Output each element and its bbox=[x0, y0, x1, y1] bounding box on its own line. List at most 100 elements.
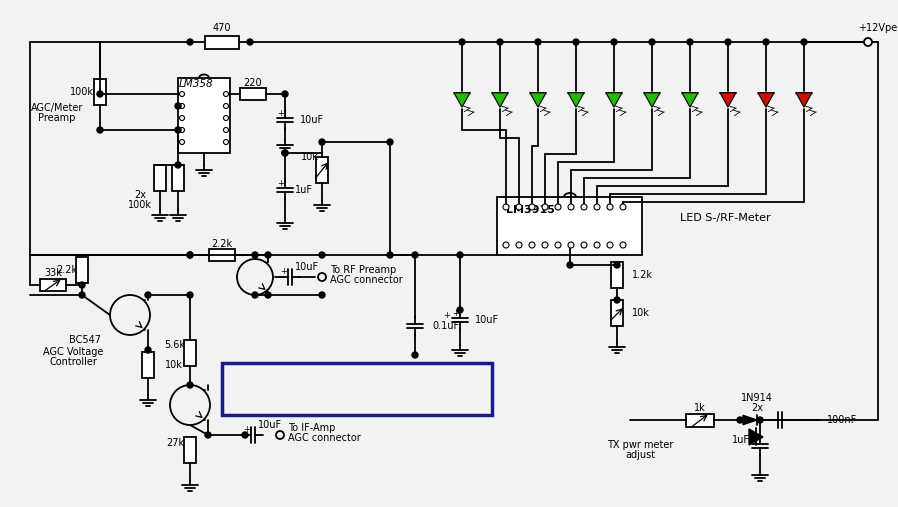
Circle shape bbox=[567, 262, 573, 268]
Circle shape bbox=[187, 252, 193, 258]
Circle shape bbox=[282, 150, 288, 156]
Bar bbox=[240, 88, 266, 100]
Circle shape bbox=[457, 252, 463, 258]
Text: 1k: 1k bbox=[694, 403, 706, 413]
Polygon shape bbox=[758, 93, 774, 107]
Bar bbox=[205, 36, 239, 49]
Text: 33k: 33k bbox=[44, 268, 62, 278]
Circle shape bbox=[763, 39, 769, 45]
Text: BC547: BC547 bbox=[69, 335, 101, 345]
Bar bbox=[316, 157, 328, 183]
Circle shape bbox=[864, 38, 872, 46]
Circle shape bbox=[319, 139, 325, 145]
Circle shape bbox=[555, 204, 561, 210]
Text: 10uF: 10uF bbox=[258, 420, 282, 430]
Circle shape bbox=[529, 242, 535, 248]
Text: +: + bbox=[753, 436, 760, 445]
Text: AGC Voltage: AGC Voltage bbox=[43, 347, 103, 357]
Circle shape bbox=[180, 103, 184, 108]
Circle shape bbox=[535, 39, 541, 45]
Text: LM358: LM358 bbox=[179, 79, 214, 89]
Circle shape bbox=[79, 292, 85, 298]
Circle shape bbox=[224, 91, 228, 96]
Text: 100nF: 100nF bbox=[827, 415, 858, 425]
Bar bbox=[154, 165, 166, 191]
Text: +: + bbox=[444, 310, 451, 319]
Circle shape bbox=[412, 252, 418, 258]
Text: +: + bbox=[280, 268, 287, 276]
Text: LED S-/RF-Meter: LED S-/RF-Meter bbox=[680, 213, 770, 223]
Text: AGC connector: AGC connector bbox=[330, 275, 402, 285]
Text: 5.6k: 5.6k bbox=[164, 340, 186, 350]
Polygon shape bbox=[682, 93, 698, 107]
Bar bbox=[611, 262, 623, 288]
Circle shape bbox=[607, 204, 613, 210]
Text: To IF-Amp: To IF-Amp bbox=[288, 423, 335, 433]
Text: +: + bbox=[277, 110, 285, 119]
Text: 10k: 10k bbox=[632, 308, 650, 318]
Bar bbox=[686, 414, 714, 427]
Text: TX pwr meter: TX pwr meter bbox=[607, 440, 674, 450]
Circle shape bbox=[542, 242, 548, 248]
Text: 1.2k: 1.2k bbox=[632, 270, 653, 280]
Bar bbox=[172, 165, 184, 191]
Text: 10k: 10k bbox=[301, 152, 319, 162]
Circle shape bbox=[247, 39, 253, 45]
Text: 0.1uF: 0.1uF bbox=[432, 321, 459, 331]
Circle shape bbox=[145, 292, 151, 298]
Circle shape bbox=[516, 204, 522, 210]
Circle shape bbox=[503, 204, 509, 210]
Text: 10uF: 10uF bbox=[475, 315, 499, 325]
Circle shape bbox=[265, 292, 271, 298]
Circle shape bbox=[594, 204, 600, 210]
Text: 2x: 2x bbox=[751, 403, 763, 413]
Text: 27k: 27k bbox=[166, 438, 184, 448]
Bar bbox=[40, 279, 66, 291]
Circle shape bbox=[457, 307, 463, 313]
Text: 2.2k: 2.2k bbox=[211, 239, 233, 249]
Text: 220: 220 bbox=[243, 78, 262, 88]
Polygon shape bbox=[454, 93, 470, 107]
Text: 10uF: 10uF bbox=[295, 262, 319, 272]
Text: AGC connector: AGC connector bbox=[288, 433, 361, 443]
Circle shape bbox=[79, 282, 85, 288]
Polygon shape bbox=[749, 429, 763, 445]
Text: +: + bbox=[277, 179, 285, 189]
Text: 1N914: 1N914 bbox=[741, 393, 773, 403]
Circle shape bbox=[265, 252, 271, 258]
Circle shape bbox=[387, 252, 393, 258]
Circle shape bbox=[170, 385, 210, 425]
Polygon shape bbox=[492, 93, 508, 107]
Circle shape bbox=[145, 347, 151, 353]
Circle shape bbox=[529, 204, 535, 210]
Circle shape bbox=[737, 417, 743, 423]
Text: Meter and AGC-Section: Meter and AGC-Section bbox=[248, 381, 466, 399]
Circle shape bbox=[607, 242, 613, 248]
Polygon shape bbox=[606, 93, 622, 107]
Circle shape bbox=[516, 242, 522, 248]
Circle shape bbox=[568, 204, 574, 210]
Polygon shape bbox=[796, 93, 812, 107]
Circle shape bbox=[573, 39, 579, 45]
Bar bbox=[142, 352, 154, 378]
Bar bbox=[209, 249, 235, 261]
Text: To RF Preamp: To RF Preamp bbox=[330, 265, 396, 275]
Circle shape bbox=[318, 273, 326, 281]
Circle shape bbox=[224, 127, 228, 132]
Circle shape bbox=[242, 432, 248, 438]
Circle shape bbox=[757, 417, 763, 423]
Circle shape bbox=[614, 262, 620, 268]
Circle shape bbox=[180, 127, 184, 132]
Text: 1uF: 1uF bbox=[732, 435, 750, 445]
Text: LM3915: LM3915 bbox=[506, 205, 554, 215]
Circle shape bbox=[581, 204, 587, 210]
Bar bbox=[497, 197, 642, 255]
Circle shape bbox=[180, 91, 184, 96]
Text: 100k: 100k bbox=[70, 87, 94, 97]
Polygon shape bbox=[743, 415, 757, 425]
Bar bbox=[76, 257, 88, 283]
Circle shape bbox=[725, 39, 731, 45]
Circle shape bbox=[175, 162, 181, 168]
Circle shape bbox=[276, 431, 284, 439]
Circle shape bbox=[568, 242, 574, 248]
